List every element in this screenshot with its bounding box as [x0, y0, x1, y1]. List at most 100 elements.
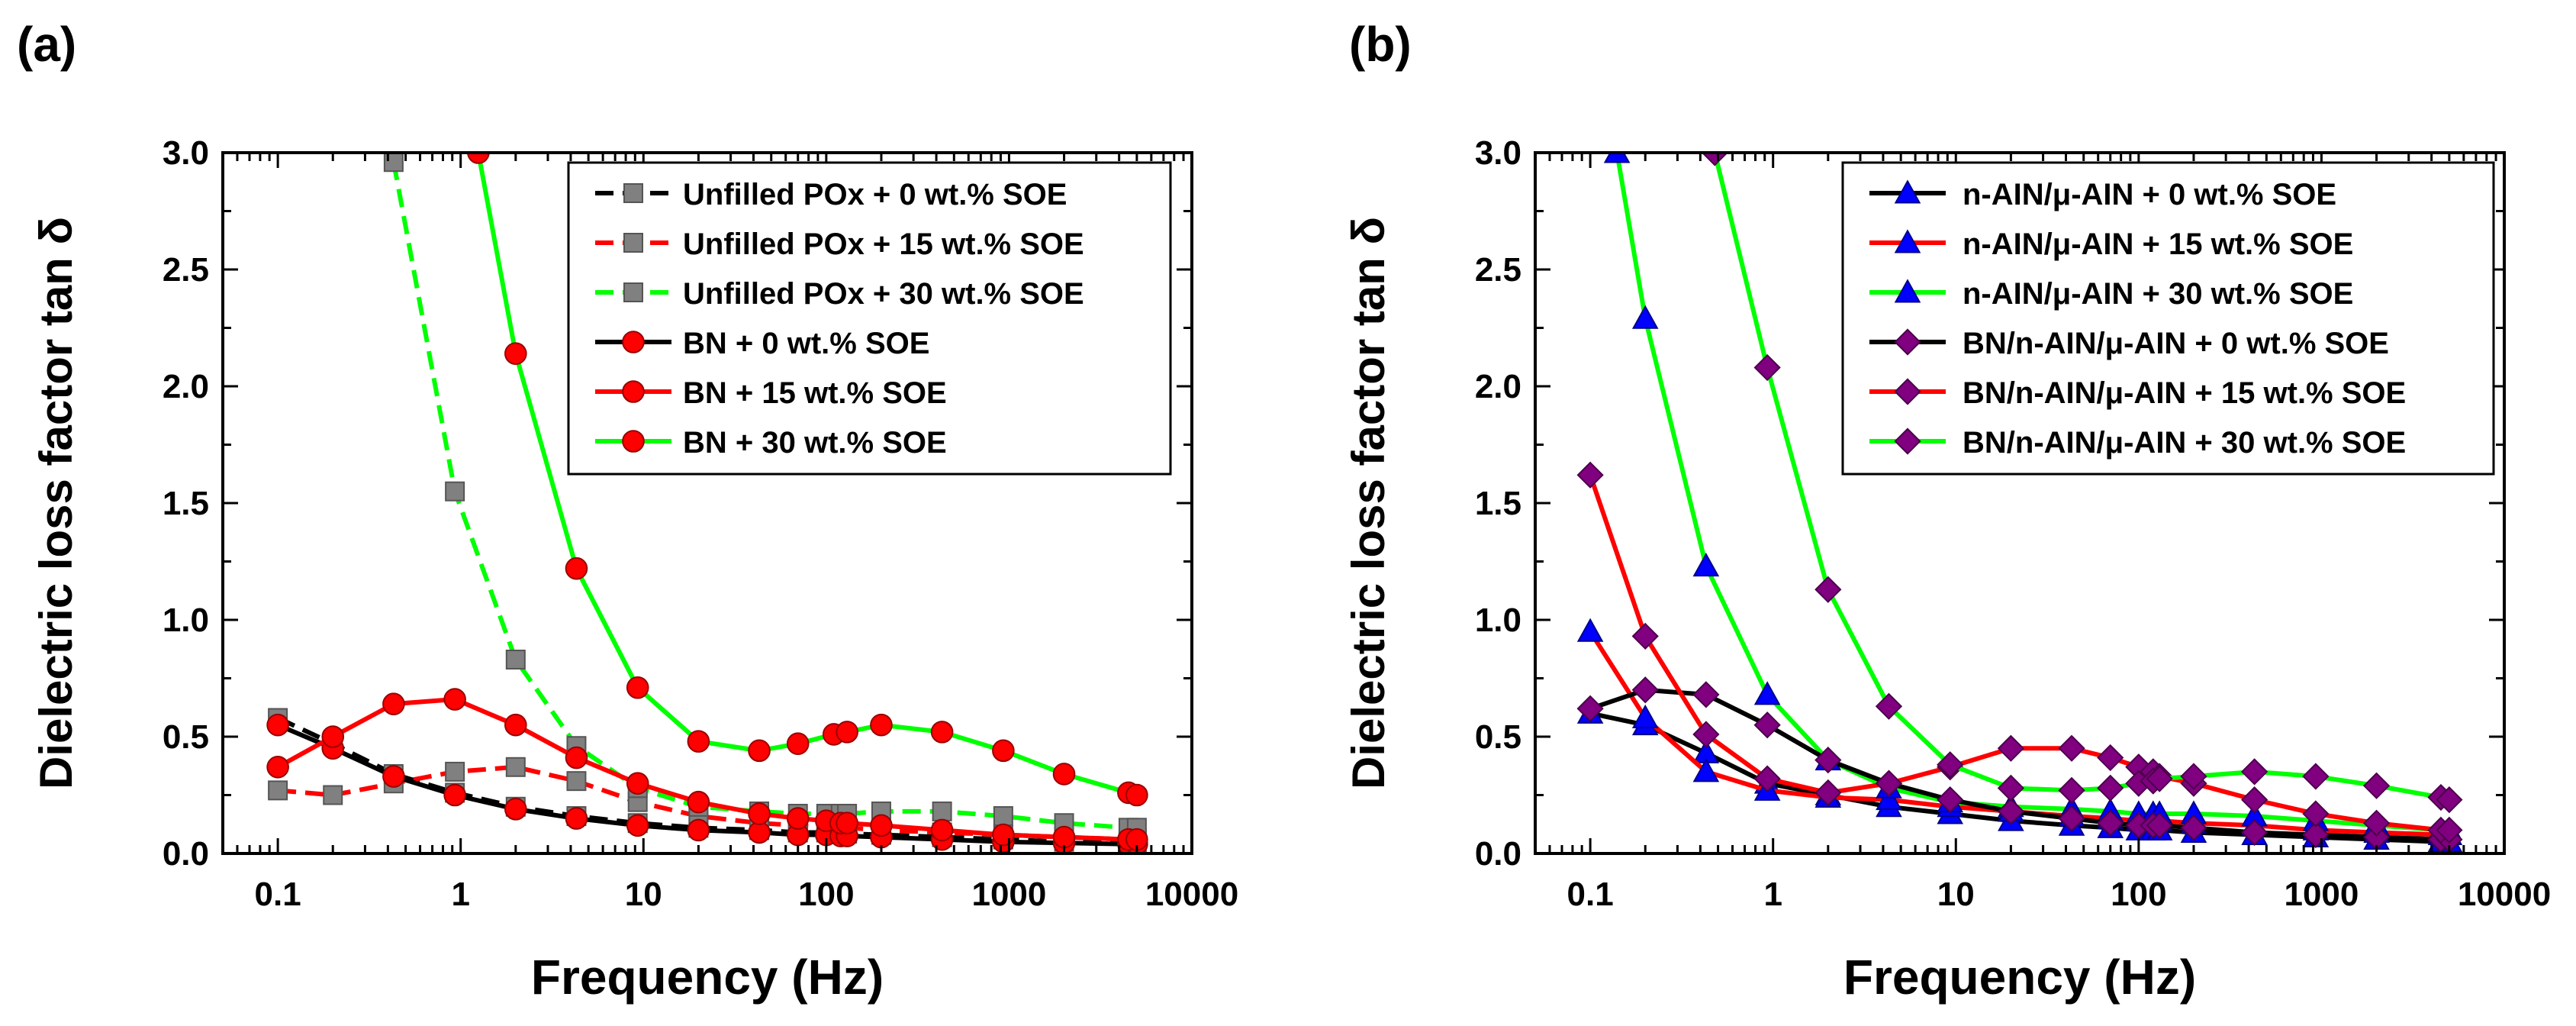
data-point [2240, 786, 2268, 814]
data-point [266, 755, 289, 779]
legend-label: Unfilled POx + 0 wt.% SOE [683, 178, 1067, 211]
data-point [565, 746, 588, 770]
y-tick-label: 1.0 [163, 602, 209, 639]
panel-label: (b) [1349, 17, 1412, 72]
legend-marker [622, 331, 645, 353]
data-point [1631, 676, 1659, 704]
x-tick-label: 10000 [1145, 876, 1238, 913]
data-point [1576, 695, 1604, 722]
legend-item: BN/n-AIN/μ-AIN + 15 wt.% SOE [1869, 376, 2406, 410]
legend-label: BN + 30 wt.% SOE [683, 426, 947, 460]
data-point [1125, 783, 1148, 807]
data-point [992, 739, 1015, 763]
data-point [382, 692, 405, 715]
legend-item: n-AIN/μ-AIN + 0 wt.% SOE [1869, 178, 2336, 211]
data-point [2058, 734, 2085, 762]
legend-item: BN + 30 wt.% SOE [595, 426, 947, 460]
y-tick-label: 1.5 [163, 485, 209, 522]
data-point [836, 811, 858, 835]
x-tick-label: 1 [1763, 876, 1782, 913]
x-tick-label: 0.1 [1567, 876, 1614, 913]
data-point [1875, 692, 1903, 720]
data-point [1814, 576, 1842, 603]
y-tick-label: 3.0 [1475, 134, 1521, 172]
plot-area [1576, 151, 2463, 853]
data-point [2362, 772, 2391, 799]
legend-marker [623, 233, 643, 253]
legend-marker [623, 282, 643, 302]
data-point [2302, 800, 2330, 828]
data-point [1876, 786, 1902, 811]
data-point [1753, 353, 1781, 382]
data-point [786, 732, 810, 755]
panel-label: (a) [17, 17, 76, 72]
data-point [443, 688, 466, 711]
data-point [1576, 461, 1604, 489]
data-point [445, 481, 465, 502]
data-point [870, 814, 893, 837]
legend-box [1841, 161, 2495, 476]
legend-marker [622, 380, 645, 403]
data-point [2362, 809, 2391, 837]
data-point [870, 713, 893, 737]
y-tick-label: 0.5 [1475, 718, 1521, 756]
x-tick-label: 100 [798, 876, 854, 913]
y-tick-label: 1.5 [1475, 485, 1521, 522]
data-point [626, 772, 649, 795]
data-point [1692, 721, 1720, 748]
data-point [266, 713, 289, 737]
data-point [1753, 681, 1781, 705]
y-tick-label: 2.5 [1475, 251, 1521, 289]
y-tick-label: 0.5 [163, 718, 209, 756]
panel-a: (a) 0.1 1 10 100 1000 10000 0.0 0.5 1.0 1.5 2.0 2.5 3… [17, 17, 1238, 1005]
y-tick-label: 2.5 [163, 251, 209, 289]
data-point [748, 821, 771, 844]
data-point [2097, 744, 2124, 772]
legend-label: BN/n-AIN/μ-AIN + 15 wt.% SOE [1963, 376, 2406, 410]
data-point [565, 557, 588, 580]
y-tick-label: 1.0 [1475, 602, 1521, 639]
legend-item: BN/n-AIN/μ-AIN + 0 wt.% SOE [1869, 327, 2389, 360]
data-point [2240, 758, 2268, 786]
legend-label: BN/n-AIN/μ-AIN + 0 wt.% SOE [1963, 327, 2389, 360]
data-point [383, 152, 404, 173]
legend-label: Unfilled POx + 30 wt.% SOE [683, 277, 1084, 311]
data-point [2436, 786, 2463, 814]
data-point [1937, 751, 1964, 779]
data-point [1692, 552, 1720, 577]
legend-item: n-AIN/μ-AIN + 15 wt.% SOE [1869, 227, 2353, 261]
legend-marker [1894, 328, 1921, 356]
data-point [932, 801, 952, 821]
data-point [323, 785, 343, 805]
data-point [2436, 816, 2463, 844]
data-point [445, 761, 465, 782]
data-point [2146, 811, 2173, 839]
data-point [504, 342, 527, 365]
data-point [566, 771, 587, 792]
data-point [505, 650, 526, 670]
x-tick-label: 10 [1937, 876, 1975, 913]
legend-item: Unfilled POx + 0 wt.% SOE [595, 178, 1067, 211]
data-point [1052, 825, 1076, 849]
data-point [2146, 765, 2173, 792]
legend-label: n-AIN/μ-AIN + 15 wt.% SOE [1963, 227, 2353, 261]
x-tick-label: 10000 [2458, 876, 2551, 913]
data-point [2058, 805, 2085, 832]
data-point [687, 790, 710, 814]
data-point [2097, 809, 2124, 837]
data-point [565, 807, 588, 830]
data-point [1937, 786, 1964, 814]
data-point [2240, 818, 2268, 847]
data-point [2058, 776, 2085, 804]
data-point [382, 765, 405, 788]
data-point [626, 814, 649, 837]
data-point [930, 818, 954, 842]
data-point [687, 730, 710, 753]
legend-label: BN/n-AIN/μ-AIN + 30 wt.% SOE [1963, 426, 2406, 460]
legend-marker [1894, 179, 1921, 204]
data-point [268, 780, 288, 801]
legend-marker [1894, 279, 1921, 303]
data-point [1997, 734, 2025, 762]
data-point [2180, 814, 2207, 841]
data-point [2180, 763, 2207, 790]
